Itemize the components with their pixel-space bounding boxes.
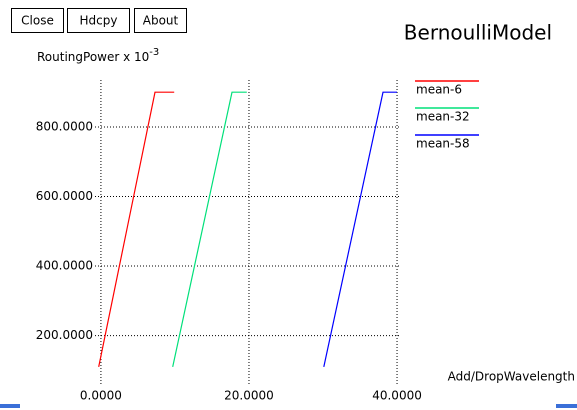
chart-title: BernoulliModel xyxy=(404,21,552,45)
button-label[interactable]: About xyxy=(143,14,179,28)
scroll-indicator xyxy=(0,404,20,408)
legend-label: mean-58 xyxy=(416,137,470,151)
y-tick-label: 800.0000 xyxy=(36,119,93,133)
x-tick-label: 20.0000 xyxy=(224,389,274,403)
close-button[interactable]: Close xyxy=(11,8,64,33)
hdcpy-button[interactable]: Hdcpy xyxy=(67,8,130,33)
data-line xyxy=(172,91,247,368)
y-tick-label: 600.0000 xyxy=(36,189,93,203)
x-axis-label: Add/DropWavelength xyxy=(448,370,575,384)
y-tick-label: 400.0000 xyxy=(36,259,93,273)
y-axis-label-text: RoutingPower x 10 xyxy=(37,50,149,64)
y-tick-label: 200.0000 xyxy=(36,328,93,342)
scroll-indicator xyxy=(556,404,577,408)
legend-label: mean-32 xyxy=(416,110,470,124)
data-line xyxy=(98,91,175,368)
x-tick-label: 40.0000 xyxy=(372,389,422,403)
button-frame[interactable] xyxy=(11,8,64,33)
button-label[interactable]: Hdcpy xyxy=(80,14,118,28)
button-label[interactable]: Close xyxy=(21,14,54,28)
button-frame[interactable] xyxy=(67,8,130,33)
y-axis-label-exponent: -3 xyxy=(149,47,159,58)
legend-label: mean-6 xyxy=(416,83,462,97)
about-button[interactable]: About xyxy=(134,8,187,33)
x-tick-label: 0.0000 xyxy=(80,389,122,403)
button-frame[interactable] xyxy=(134,8,187,33)
data-line xyxy=(323,91,397,368)
y-axis-label: RoutingPower x 10-3 xyxy=(37,47,159,64)
